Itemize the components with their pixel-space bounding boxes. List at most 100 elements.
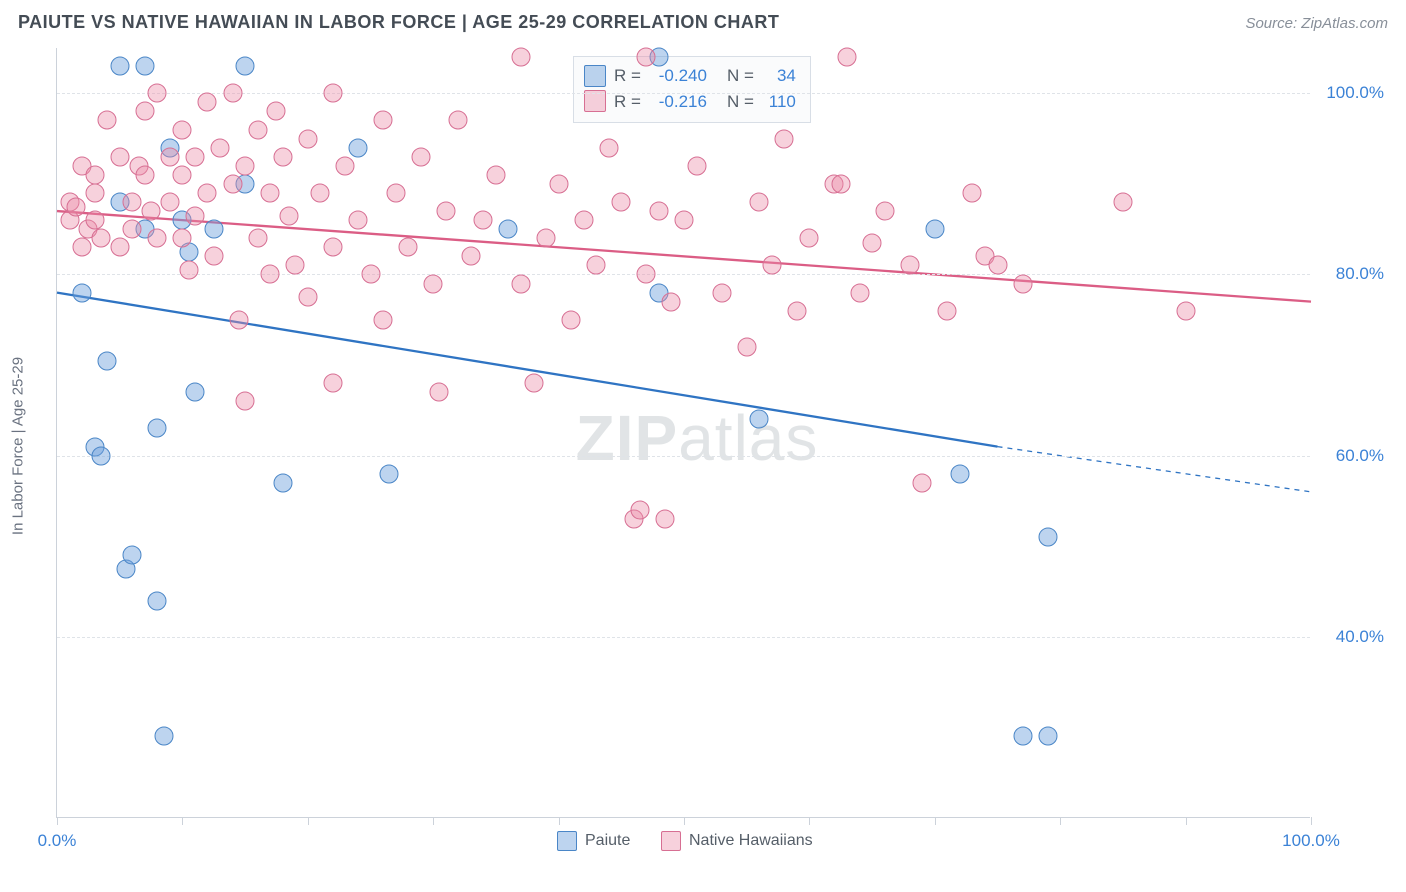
scatter-marker	[123, 193, 142, 212]
gridline	[57, 93, 1310, 94]
scatter-marker	[323, 238, 342, 257]
scatter-marker	[430, 383, 449, 402]
scatter-marker	[336, 156, 355, 175]
scatter-marker	[160, 193, 179, 212]
scatter-marker	[110, 238, 129, 257]
scatter-marker	[875, 202, 894, 221]
scatter-marker	[637, 265, 656, 284]
scatter-marker	[649, 202, 668, 221]
x-tick-label: 0.0%	[38, 831, 77, 851]
legend-n-label: N =	[727, 63, 754, 89]
x-tick	[308, 817, 309, 825]
scatter-marker	[173, 120, 192, 139]
scatter-marker	[380, 464, 399, 483]
scatter-marker	[223, 84, 242, 103]
scatter-marker	[91, 229, 110, 248]
scatter-marker	[938, 301, 957, 320]
scatter-marker	[173, 229, 192, 248]
scatter-marker	[474, 211, 493, 230]
scatter-marker	[135, 102, 154, 121]
y-axis-label: In Labor Force | Age 25-29	[10, 357, 27, 535]
scatter-marker	[750, 410, 769, 429]
scatter-marker	[286, 256, 305, 275]
scatter-marker	[204, 247, 223, 266]
scatter-marker	[185, 383, 204, 402]
scatter-marker	[148, 229, 167, 248]
x-tick	[182, 817, 183, 825]
scatter-marker	[386, 183, 405, 202]
scatter-marker	[85, 211, 104, 230]
scatter-marker	[173, 165, 192, 184]
bottom-legend-item: Native Hawaiians	[661, 831, 813, 851]
source-attribution: Source: ZipAtlas.com	[1245, 15, 1388, 32]
x-tick-label: 100.0%	[1282, 831, 1340, 851]
scatter-marker	[73, 238, 92, 257]
scatter-marker	[587, 256, 606, 275]
y-tick-label: 60.0%	[1312, 446, 1384, 466]
scatter-marker	[110, 57, 129, 76]
scatter-marker	[524, 374, 543, 393]
scatter-marker	[148, 84, 167, 103]
legend-swatch	[661, 831, 681, 851]
scatter-marker	[236, 392, 255, 411]
scatter-marker	[399, 238, 418, 257]
scatter-marker	[787, 301, 806, 320]
gridline	[57, 456, 1310, 457]
scatter-marker	[348, 138, 367, 157]
scatter-marker	[348, 211, 367, 230]
scatter-marker	[612, 193, 631, 212]
scatter-marker	[800, 229, 819, 248]
scatter-marker	[511, 274, 530, 293]
scatter-marker	[148, 419, 167, 438]
chart-title: PAIUTE VS NATIVE HAWAIIAN IN LABOR FORCE…	[18, 12, 779, 33]
scatter-marker	[574, 211, 593, 230]
scatter-marker	[549, 174, 568, 193]
scatter-marker	[1176, 301, 1195, 320]
scatter-marker	[1038, 528, 1057, 547]
scatter-marker	[449, 111, 468, 130]
scatter-marker	[963, 183, 982, 202]
scatter-marker	[863, 233, 882, 252]
scatter-marker	[298, 288, 317, 307]
x-tick	[57, 817, 58, 825]
plot-area: ZIPatlas R =-0.240N =34R =-0.216N =110 4…	[56, 48, 1310, 818]
scatter-marker	[236, 156, 255, 175]
x-tick	[1060, 817, 1061, 825]
title-row: PAIUTE VS NATIVE HAWAIIAN IN LABOR FORCE…	[0, 0, 1406, 39]
scatter-marker	[838, 48, 857, 67]
scatter-marker	[267, 102, 286, 121]
scatter-marker	[198, 183, 217, 202]
scatter-marker	[950, 464, 969, 483]
chart-container: PAIUTE VS NATIVE HAWAIIAN IN LABOR FORCE…	[0, 0, 1406, 892]
y-tick-label: 100.0%	[1312, 83, 1384, 103]
scatter-marker	[637, 48, 656, 67]
scatter-marker	[204, 220, 223, 239]
scatter-marker	[762, 256, 781, 275]
scatter-marker	[298, 129, 317, 148]
scatter-marker	[900, 256, 919, 275]
x-tick	[1186, 817, 1187, 825]
scatter-marker	[261, 183, 280, 202]
y-tick-label: 40.0%	[1312, 627, 1384, 647]
legend-inset: R =-0.240N =34R =-0.216N =110	[573, 56, 811, 123]
scatter-marker	[198, 93, 217, 112]
scatter-marker	[323, 84, 342, 103]
y-tick-label: 80.0%	[1312, 264, 1384, 284]
scatter-marker	[374, 310, 393, 329]
scatter-marker	[424, 274, 443, 293]
scatter-marker	[91, 446, 110, 465]
scatter-marker	[913, 473, 932, 492]
scatter-marker	[179, 260, 198, 279]
legend-n-value: 34	[762, 63, 796, 89]
legend-row: R =-0.240N =34	[584, 63, 796, 89]
bottom-legend-label: Paiute	[585, 832, 630, 850]
legend-r-value: -0.240	[649, 63, 707, 89]
scatter-marker	[850, 283, 869, 302]
x-tick	[559, 817, 560, 825]
scatter-marker	[273, 473, 292, 492]
scatter-marker	[499, 220, 518, 239]
scatter-marker	[311, 183, 330, 202]
scatter-marker	[261, 265, 280, 284]
scatter-marker	[988, 256, 1007, 275]
scatter-marker	[154, 727, 173, 746]
